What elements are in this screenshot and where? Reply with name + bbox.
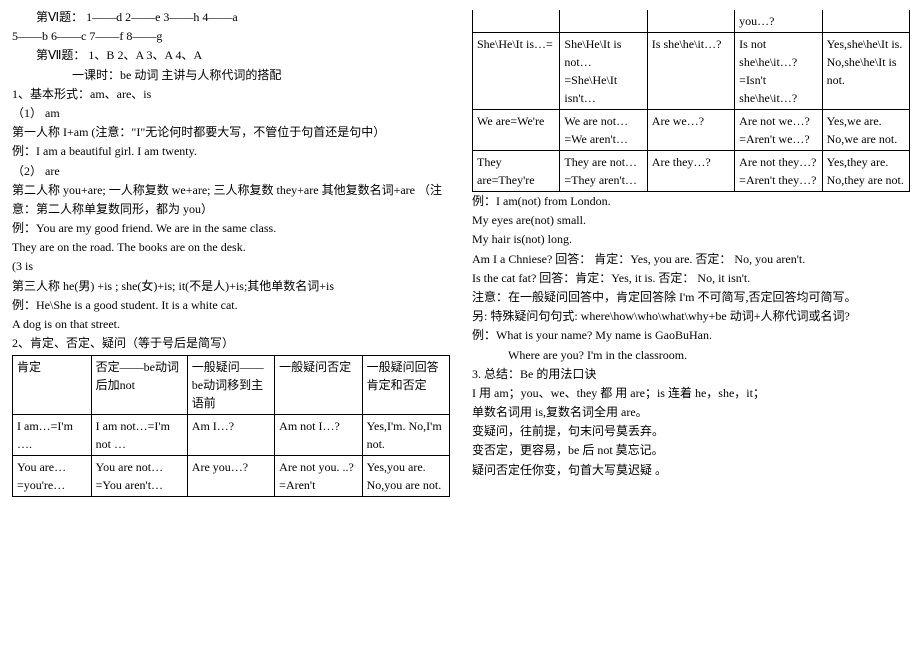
line: 例：You are my good friend. We are in the … — [12, 219, 450, 238]
cell: I am not…=I'm not … — [91, 415, 187, 456]
cell: Are we…? — [647, 110, 734, 151]
cell: Are not they…? =Aren't they…? — [735, 151, 822, 192]
cell: 一般疑问回答 肯定和否定 — [362, 356, 449, 415]
cell: We are not…=We aren't… — [560, 110, 647, 151]
line: 注意：在一般疑问回答中，肯定回答除 I'm 不可简写,否定回答均可简写。 — [472, 288, 910, 307]
cell: You are not…=You aren't… — [91, 456, 187, 497]
line: My hair is(not) long. — [472, 230, 910, 249]
line: 例：I am(not) from London. — [472, 192, 910, 211]
grammar-table-1: 肯定 否定——be动词后加not 一般疑问——be动词移到主语前 一般疑问否定 … — [12, 355, 450, 497]
right-column: you…? She\He\It is…= She\He\It is not…=S… — [460, 0, 920, 651]
line: 单数名词用 is,复数名词全用 are。 — [472, 403, 910, 422]
cell: Yes,you are. No,you are not. — [362, 456, 449, 497]
cell: We are=We're — [473, 110, 560, 151]
cell: I am…=I'm …. — [13, 415, 92, 456]
line: 3. 总结：Be 的用法口诀 — [472, 365, 910, 384]
left-column: 第Ⅵ题： 1——d 2——e 3——h 4——a 5——b 6——c 7——f … — [0, 0, 460, 651]
cell: She\He\It is…= — [473, 33, 560, 110]
line: （1） am — [12, 104, 450, 123]
line: My eyes are(not) small. — [472, 211, 910, 230]
line: 第三人称 he(男) +is ; she(女)+is; it(不是人)+is;其… — [12, 277, 450, 296]
cell: you…? — [735, 10, 822, 33]
cell: 一般疑问否定 — [275, 356, 362, 415]
cell — [473, 10, 560, 33]
line: 另: 特殊疑问句句式: where\how\who\what\why+be 动词… — [472, 307, 910, 326]
line: Am I a Chniese? 回答： 肯定：Yes, you are. 否定：… — [472, 250, 910, 269]
cell: She\He\It is not…=She\He\It isn't… — [560, 33, 647, 110]
line: 第二人称 you+are; 一人称复数 we+are; 三人称复数 they+a… — [12, 181, 450, 219]
cell: 肯定 — [13, 356, 92, 415]
cell: 一般疑问——be动词移到主语前 — [187, 356, 274, 415]
line: They are on the road. The books are on t… — [12, 238, 450, 257]
line: 5——b 6——c 7——f 8——g — [12, 27, 450, 46]
line: 例：What is your name? My name is GaoBuHan… — [472, 326, 910, 345]
line: 例：He\She is a good student. It is a whit… — [12, 296, 450, 315]
line: 第Ⅶ题： 1、B 2、A 3、A 4、A — [12, 46, 450, 65]
cell: Are they…? — [647, 151, 734, 192]
line: I 用 am；you、we、they 都 用 are；is 连着 he，she，… — [472, 384, 910, 403]
cell — [822, 10, 909, 33]
line: 2、肯定、否定、疑问（等于号后是简写） — [12, 334, 450, 353]
cell — [560, 10, 647, 33]
table-row: We are=We're We are not…=We aren't… Are … — [473, 110, 910, 151]
table-row: 肯定 否定——be动词后加not 一般疑问——be动词移到主语前 一般疑问否定 … — [13, 356, 450, 415]
table-row: you…? — [473, 10, 910, 33]
line: （2） are — [12, 162, 450, 181]
cell: Yes,I'm. No,I'm not. — [362, 415, 449, 456]
cell: They are not…=They aren't… — [560, 151, 647, 192]
line: 第Ⅵ题： 1——d 2——e 3——h 4——a — [12, 8, 450, 27]
cell: You are…=you're… — [13, 456, 92, 497]
grammar-table-2: you…? She\He\It is…= She\He\It is not…=S… — [472, 10, 910, 192]
line: 变否定，更容易，be 后 not 莫忘记。 — [472, 441, 910, 460]
cell: Are not we…? =Aren't we…? — [735, 110, 822, 151]
line: Is the cat fat? 回答：肯定：Yes, it is. 否定： No… — [472, 269, 910, 288]
cell: Is not she\he\it…? =Isn't she\he\it…? — [735, 33, 822, 110]
table-row: She\He\It is…= She\He\It is not…=She\He\… — [473, 33, 910, 110]
cell: 否定——be动词后加not — [91, 356, 187, 415]
table-row: You are…=you're… You are not…=You aren't… — [13, 456, 450, 497]
cell: Are you…? — [187, 456, 274, 497]
line: Where are you? I'm in the classroom. — [472, 346, 910, 365]
line: A dog is on that street. — [12, 315, 450, 334]
line: (3 is — [12, 257, 450, 276]
table-row: They are=They're They are not…=They aren… — [473, 151, 910, 192]
cell: Yes,we are. No,we are not. — [822, 110, 909, 151]
line: 变疑问，往前提，句末问号莫丢弃。 — [472, 422, 910, 441]
line: 例：I am a beautiful girl. I am twenty. — [12, 142, 450, 161]
cell: Are not you. ..? =Aren't — [275, 456, 362, 497]
table-row: I am…=I'm …. I am not…=I'm not … Am I…? … — [13, 415, 450, 456]
line: 疑问否定任你变，句首大写莫迟疑 。 — [472, 461, 910, 480]
cell — [647, 10, 734, 33]
cell: Am not I…? — [275, 415, 362, 456]
cell: Is she\he\it…? — [647, 33, 734, 110]
cell: Yes,they are. No,they are not. — [822, 151, 909, 192]
line: 一课时：be 动词 主讲与人称代词的搭配 — [12, 66, 450, 85]
line: 1、基本形式：am、are、is — [12, 85, 450, 104]
cell: Am I…? — [187, 415, 274, 456]
page-root: 第Ⅵ题： 1——d 2——e 3——h 4——a 5——b 6——c 7——f … — [0, 0, 920, 651]
cell: They are=They're — [473, 151, 560, 192]
line: 第一人称 I+am (注意："I"无论何时都要大写，不管位于句首还是句中） — [12, 123, 450, 142]
cell: Yes,she\he\It is. No,she\he\It is not. — [822, 33, 909, 110]
